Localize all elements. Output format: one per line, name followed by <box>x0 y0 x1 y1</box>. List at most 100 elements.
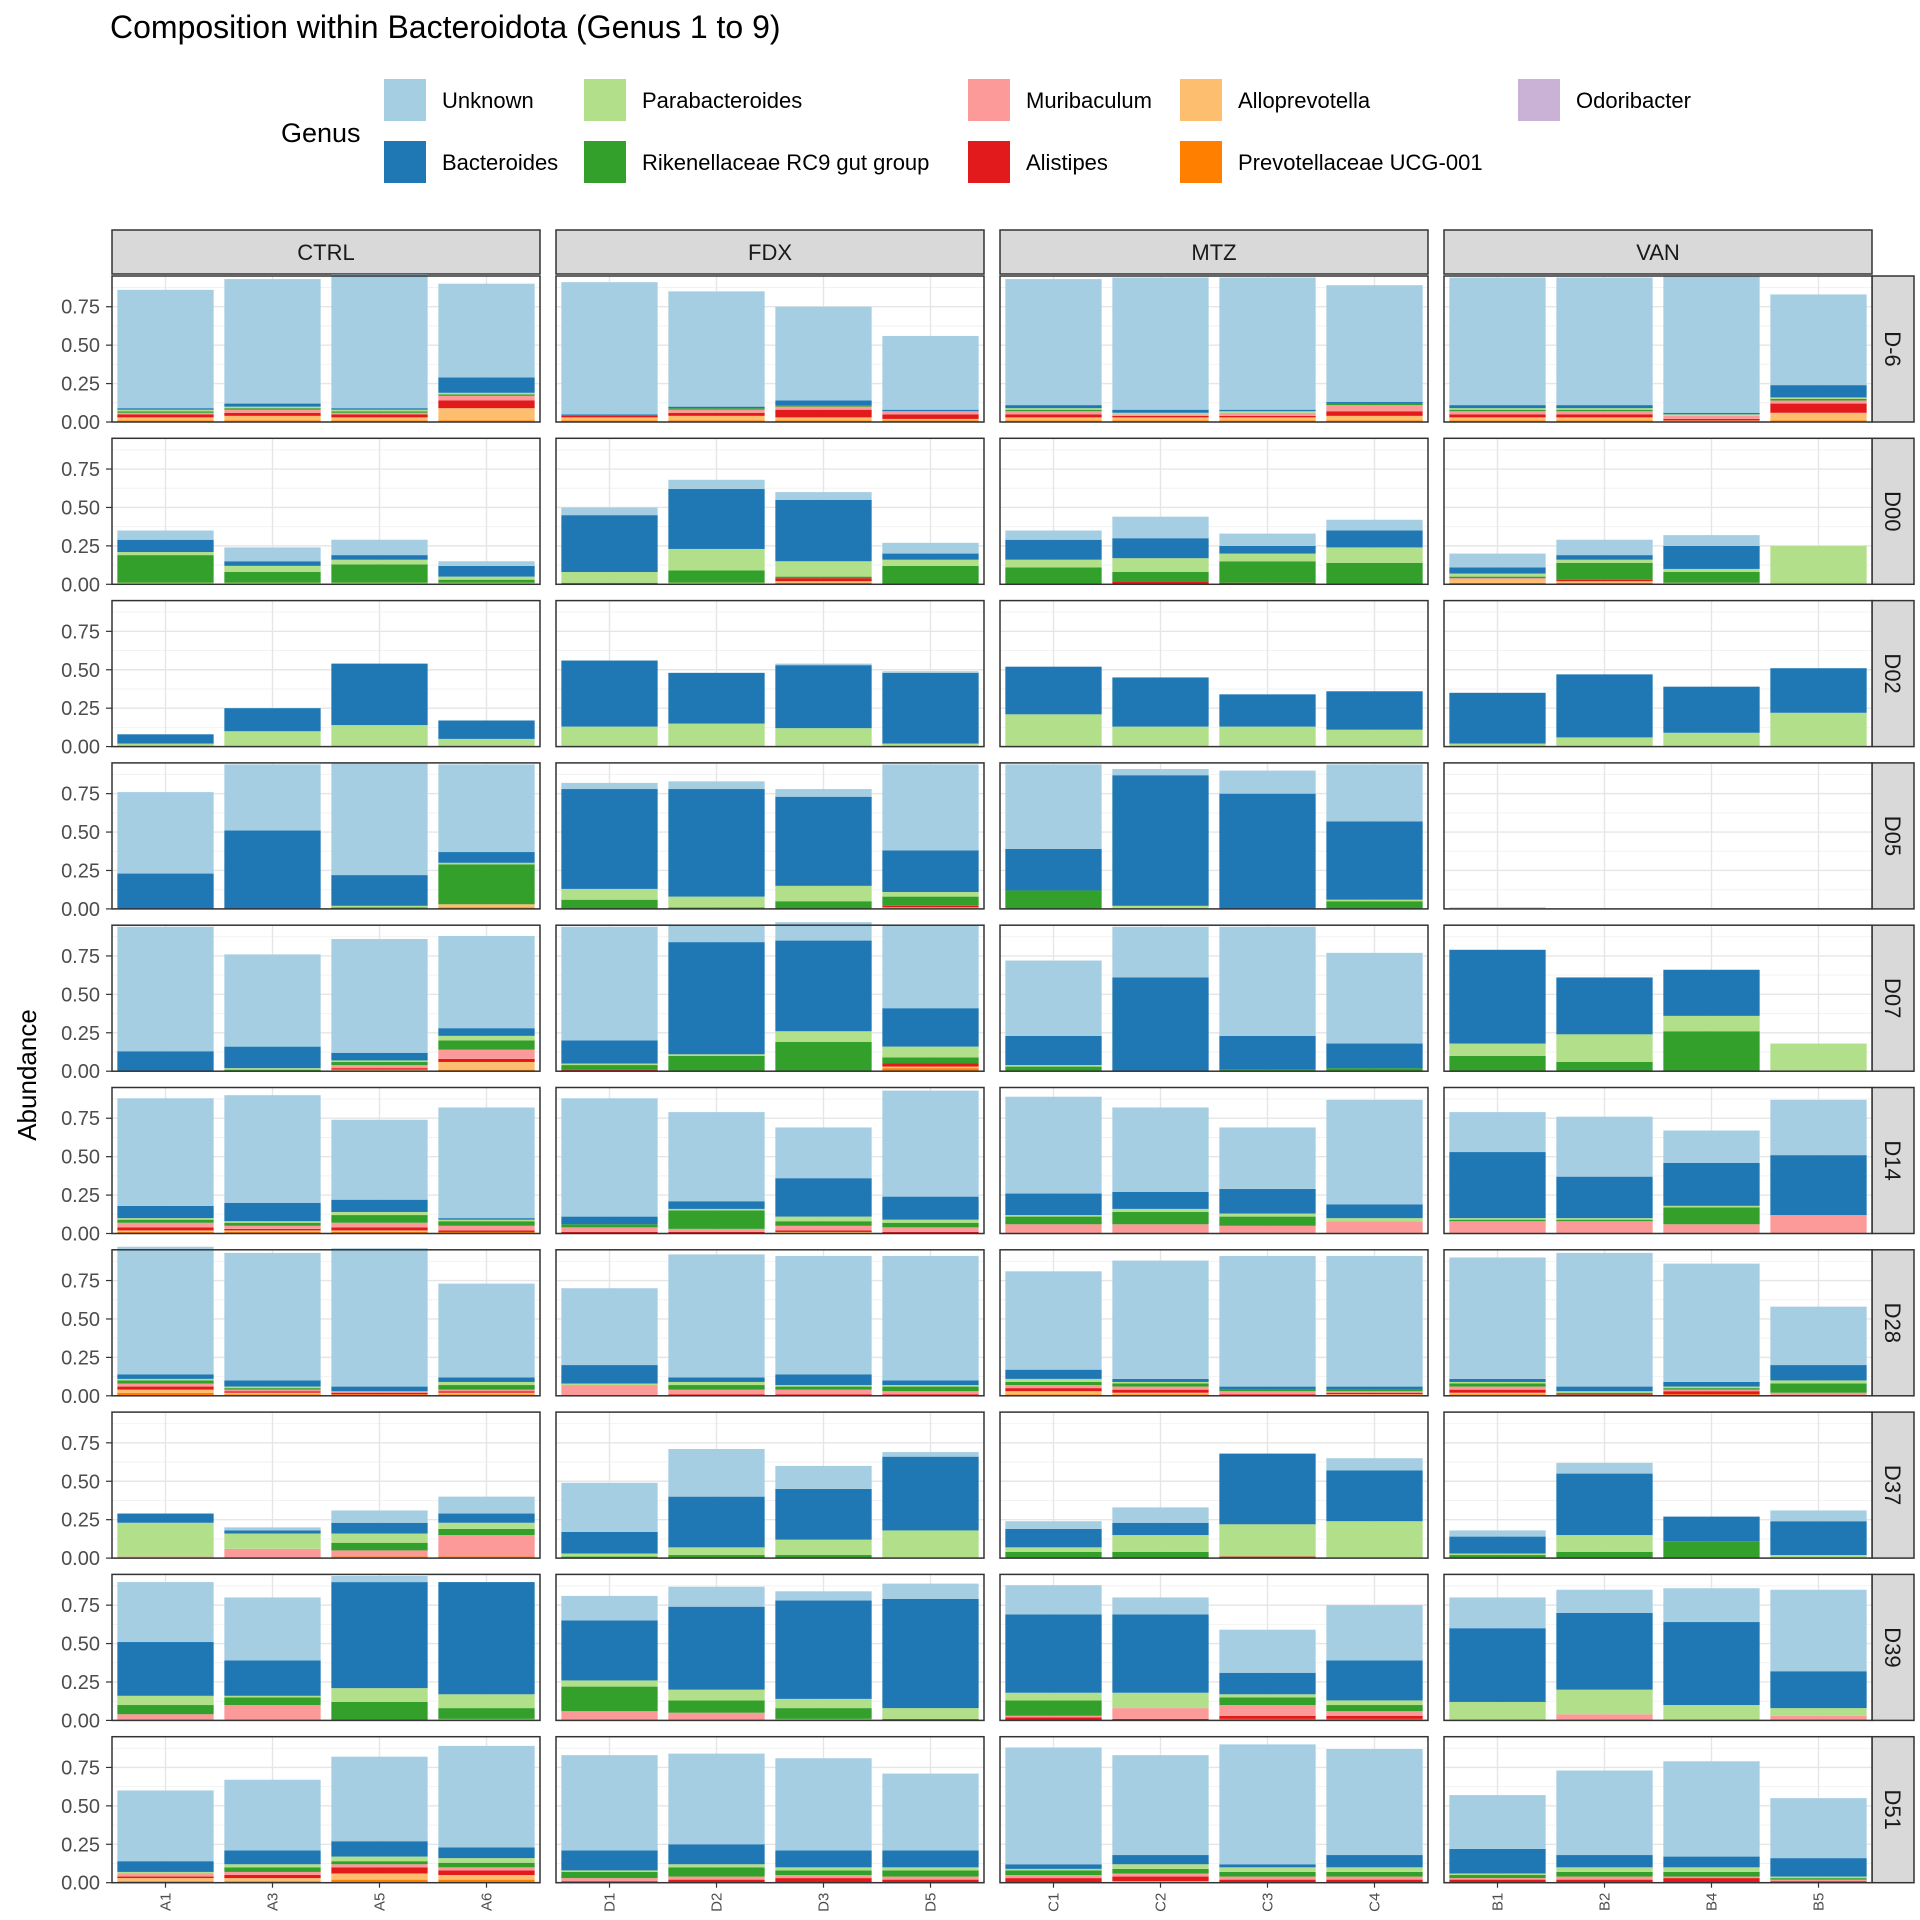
panel-border <box>1443 275 1873 423</box>
y-tick-label: 0.25 <box>61 1510 100 1532</box>
bar-segment <box>668 409 765 413</box>
bar-segment <box>1449 949 1546 1044</box>
y-tick-label: 0.75 <box>61 297 100 319</box>
bar-segment <box>1663 1588 1760 1623</box>
bar-segment <box>1005 1193 1102 1216</box>
bar-segment <box>1112 677 1209 727</box>
panel-border <box>111 762 541 910</box>
bar-segment <box>1219 1697 1316 1706</box>
bar-segment <box>1326 1394 1423 1396</box>
bar-segment <box>1663 1205 1760 1208</box>
bar-segment <box>1005 559 1102 568</box>
legend-swatch <box>584 141 626 183</box>
bar-segment <box>1005 1717 1102 1721</box>
panel-border <box>1443 1086 1873 1235</box>
facet-panel <box>555 275 985 423</box>
bar-segment <box>882 671 979 673</box>
bar-segment <box>331 1231 428 1234</box>
bar-segment <box>331 414 428 418</box>
bar-segment <box>1112 1260 1209 1379</box>
bar-segment <box>775 581 872 583</box>
bar-segment <box>882 1876 979 1880</box>
bar-segment <box>331 1873 428 1880</box>
bar-segment <box>331 1215 428 1223</box>
bar-segment <box>1663 535 1760 546</box>
bar-segment <box>1770 668 1867 713</box>
bar-segment <box>668 942 765 1055</box>
bar-segment <box>224 572 321 583</box>
bar-segment <box>1449 567 1546 574</box>
bar-segment <box>882 1598 979 1709</box>
bar-segment <box>117 1873 214 1877</box>
bar-segment <box>1556 562 1653 580</box>
bar-segment <box>224 1222 321 1226</box>
facet-grid: CTRL FDX MTZ VAN D-6 0.00 0.25 0.50 0.75 D00 0.00 0… <box>61 229 1915 1912</box>
facet-panel <box>111 1086 541 1235</box>
bar-segment <box>224 1386 321 1389</box>
bar-segment <box>331 1392 428 1395</box>
bar-segment <box>561 414 658 416</box>
bar-segment <box>438 1283 535 1378</box>
bar-segment <box>668 1712 765 1721</box>
bar-segment <box>1219 582 1316 585</box>
bar-segment <box>1556 409 1653 412</box>
bar-segment <box>1005 1391 1102 1395</box>
bar-segment <box>1449 405 1546 409</box>
bar-segment <box>331 875 428 906</box>
bar-segment <box>1112 1708 1209 1719</box>
bar-segment <box>1556 1879 1653 1883</box>
bar-segment <box>1556 417 1653 421</box>
bar-segment <box>1326 1221 1423 1234</box>
bar-segment <box>1770 398 1867 401</box>
bar-segment <box>882 1708 979 1719</box>
bar-segment <box>1449 1381 1546 1384</box>
facet-panel <box>555 599 985 748</box>
bar-segment <box>117 1861 214 1872</box>
bar-segment <box>224 1850 321 1865</box>
facet-panel <box>999 1411 1429 1559</box>
bar-segment <box>1219 770 1316 794</box>
bar-segment <box>668 291 765 407</box>
bar-segment <box>438 1862 535 1868</box>
bar-segment <box>224 1388 321 1390</box>
bar-segment <box>1112 1755 1209 1856</box>
bar-segment <box>1449 1257 1546 1379</box>
panel-border <box>999 1249 1429 1397</box>
bar-segment <box>1556 1034 1653 1062</box>
bar-segment <box>882 1391 979 1395</box>
bar-segment <box>1326 729 1423 747</box>
bar-segment <box>438 1867 535 1871</box>
bar-segment <box>1326 764 1423 822</box>
bar-segment <box>438 1870 535 1876</box>
bar-segment <box>1112 1211 1209 1225</box>
bar-segment <box>775 1178 872 1217</box>
bar-segment <box>775 417 872 421</box>
bar-segment <box>882 1090 979 1197</box>
bar-segment <box>1449 1795 1546 1849</box>
bar-segment <box>882 418 979 421</box>
bar-segment <box>117 1876 214 1879</box>
bar-segment <box>561 899 658 909</box>
facet-label-day: D51 <box>1880 1790 1905 1830</box>
bar-segment <box>1005 1369 1102 1379</box>
facet-label-day: D05 <box>1880 816 1905 856</box>
bar-segment <box>1770 545 1867 585</box>
bar-segment <box>882 672 979 744</box>
bar-segment <box>775 1042 872 1072</box>
bar-segment <box>224 764 321 831</box>
bar-segment <box>1112 775 1209 906</box>
bar-segment <box>1005 417 1102 421</box>
x-tick-label: C3 <box>1260 1893 1277 1912</box>
y-tick-label: 0.75 <box>61 946 100 968</box>
bar-segment <box>775 901 872 909</box>
panel-border <box>1443 1249 1873 1397</box>
facet-panel <box>111 924 541 1072</box>
bar-segment <box>1005 414 1102 418</box>
panel-border <box>1443 1573 1873 1722</box>
bar-segment <box>331 1879 428 1883</box>
bar-segment <box>1219 409 1316 412</box>
bar-segment <box>882 1850 979 1868</box>
bar-segment <box>882 414 979 419</box>
bar-segment <box>882 1063 979 1067</box>
bar-segment <box>1556 1386 1653 1392</box>
